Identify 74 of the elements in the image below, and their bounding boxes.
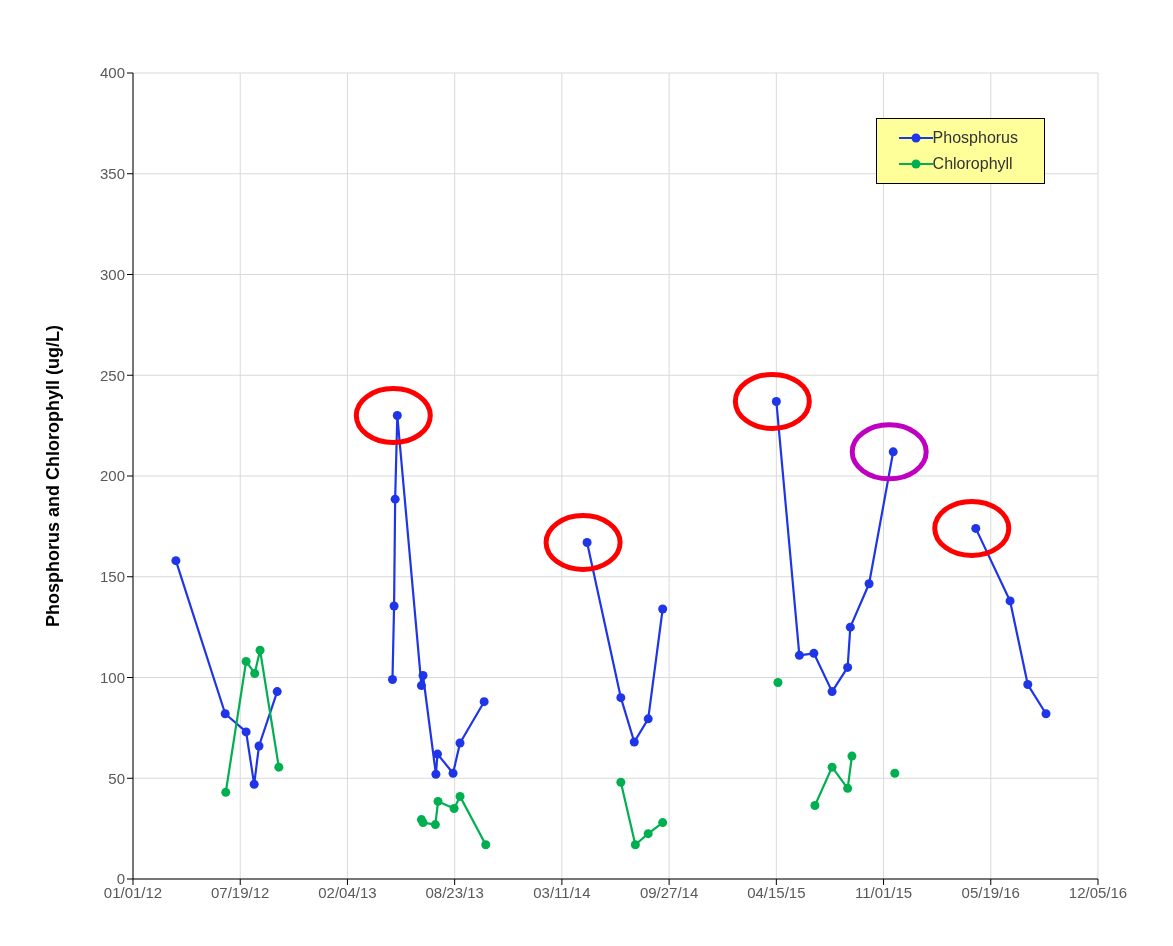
y-tick-label: 250 — [99, 366, 125, 384]
x-tick-label: 03/11/14 — [533, 883, 591, 901]
point — [971, 523, 981, 533]
point — [809, 648, 819, 658]
point — [250, 668, 260, 678]
point — [387, 675, 397, 685]
point — [479, 697, 489, 707]
point — [658, 604, 668, 614]
y-axis-title: Phosphorus and Chlorophyll (ug/L) — [43, 325, 64, 627]
point — [221, 787, 231, 797]
point — [416, 681, 426, 691]
point — [392, 411, 402, 421]
point — [431, 769, 441, 779]
point — [433, 796, 443, 806]
point — [481, 840, 491, 850]
x-tick-label: 02/04/13 — [318, 883, 377, 901]
point — [171, 556, 181, 566]
point — [888, 447, 898, 457]
y-tick-label: 350 — [99, 165, 125, 183]
point — [616, 693, 626, 703]
y-tick-label: 300 — [99, 265, 125, 283]
x-tick-label: 11/01/15 — [854, 883, 913, 901]
point — [843, 783, 853, 793]
point — [643, 714, 653, 724]
point — [449, 803, 459, 813]
point — [616, 777, 626, 787]
y-tick-label: 50 — [108, 769, 125, 787]
point — [220, 709, 230, 719]
x-tick-label: 12/05/16 — [1068, 883, 1128, 901]
point — [448, 768, 458, 778]
point — [241, 727, 251, 737]
point — [827, 687, 837, 697]
point — [455, 791, 465, 801]
y-tick-label: 200 — [99, 467, 125, 485]
point — [1041, 709, 1051, 719]
point — [658, 818, 668, 828]
y-tick-label: 100 — [99, 668, 125, 686]
point — [430, 820, 440, 830]
point — [455, 738, 465, 748]
point — [582, 538, 592, 547]
x-tick-label: 07/19/12 — [211, 883, 270, 901]
point — [254, 741, 264, 751]
point — [773, 678, 783, 688]
legend-label: Chlorophyll — [932, 155, 1013, 173]
point — [810, 800, 820, 810]
point — [864, 579, 874, 589]
y-tick-label: 150 — [99, 568, 125, 586]
point — [794, 650, 804, 660]
legend-label: Phosphorus — [932, 129, 1018, 147]
point — [771, 396, 781, 406]
point — [272, 687, 282, 697]
point — [845, 622, 855, 632]
point — [390, 494, 400, 504]
x-tick-label: 04/15/15 — [747, 883, 806, 901]
x-tick-label: 05/19/16 — [961, 883, 1020, 901]
point — [847, 751, 857, 761]
point — [418, 670, 428, 680]
point — [629, 737, 639, 747]
point — [255, 645, 265, 655]
x-tick-label: 09/27/14 — [639, 883, 699, 901]
point — [389, 601, 399, 611]
point — [630, 840, 640, 850]
point — [1005, 596, 1015, 606]
point — [274, 762, 284, 772]
point — [643, 829, 653, 839]
point — [249, 779, 259, 789]
point — [241, 656, 251, 666]
y-tick-label: 400 — [99, 64, 125, 82]
x-tick-label: 08/23/13 — [425, 883, 484, 901]
point — [843, 662, 853, 672]
point — [1023, 680, 1033, 690]
point — [827, 762, 837, 772]
point — [890, 768, 900, 778]
point — [433, 749, 443, 759]
